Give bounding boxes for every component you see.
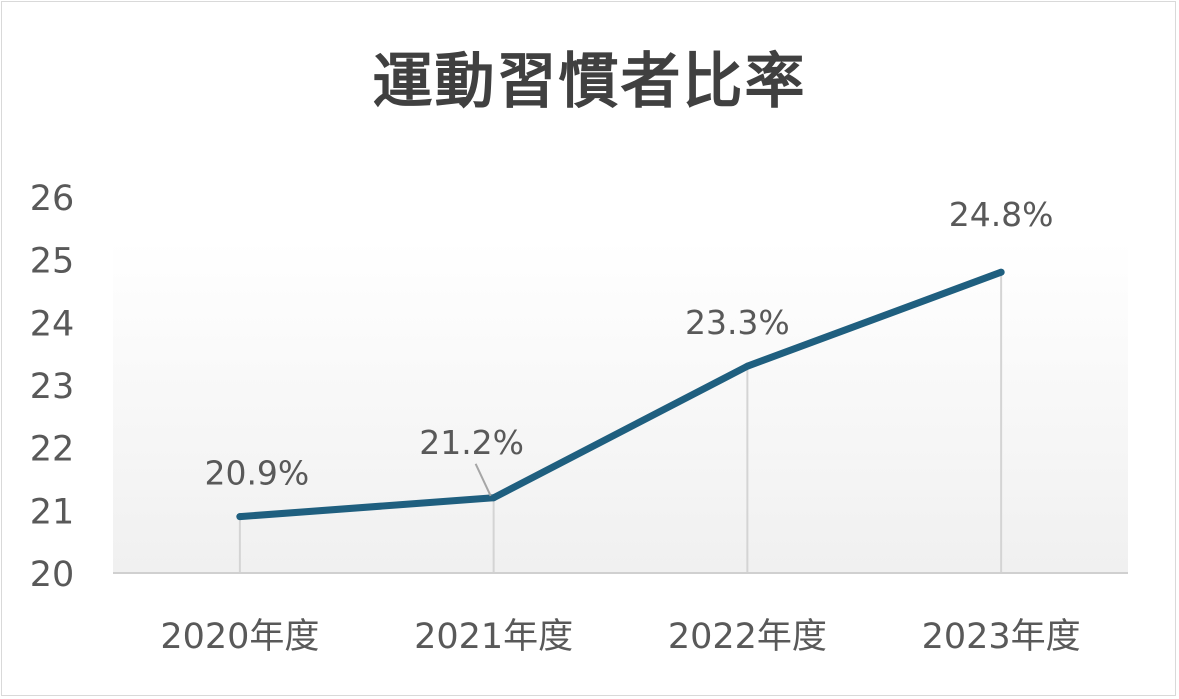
y-tick-label: 23 xyxy=(30,367,75,407)
y-tick-label: 24 xyxy=(30,304,75,344)
chart-title: 運動習慣者比率 xyxy=(372,47,807,117)
plot-area-background xyxy=(113,240,1128,573)
series-line xyxy=(236,268,1005,521)
y-tick-label: 25 xyxy=(30,242,75,282)
x-tick-label: 2023年度 xyxy=(922,617,1081,657)
data-point xyxy=(997,268,1005,276)
data-label: 21.2% xyxy=(419,423,524,462)
data-label: 24.8% xyxy=(949,195,1054,234)
y-tick-label: 26 xyxy=(30,179,75,219)
data-point xyxy=(490,494,498,502)
y-tick-label: 21 xyxy=(30,492,75,532)
y-tick-label: 22 xyxy=(30,430,75,470)
data-label: 20.9% xyxy=(204,454,309,493)
x-tick-label: 2021年度 xyxy=(414,617,573,657)
y-tick-label: 20 xyxy=(30,555,75,595)
data-point xyxy=(236,513,244,521)
data-label: 23.3% xyxy=(685,303,790,342)
x-tick-label: 2022年度 xyxy=(668,617,827,657)
data-point xyxy=(743,362,751,370)
data-label-leader-line xyxy=(474,463,492,497)
x-tick-label: 2020年度 xyxy=(160,617,319,657)
